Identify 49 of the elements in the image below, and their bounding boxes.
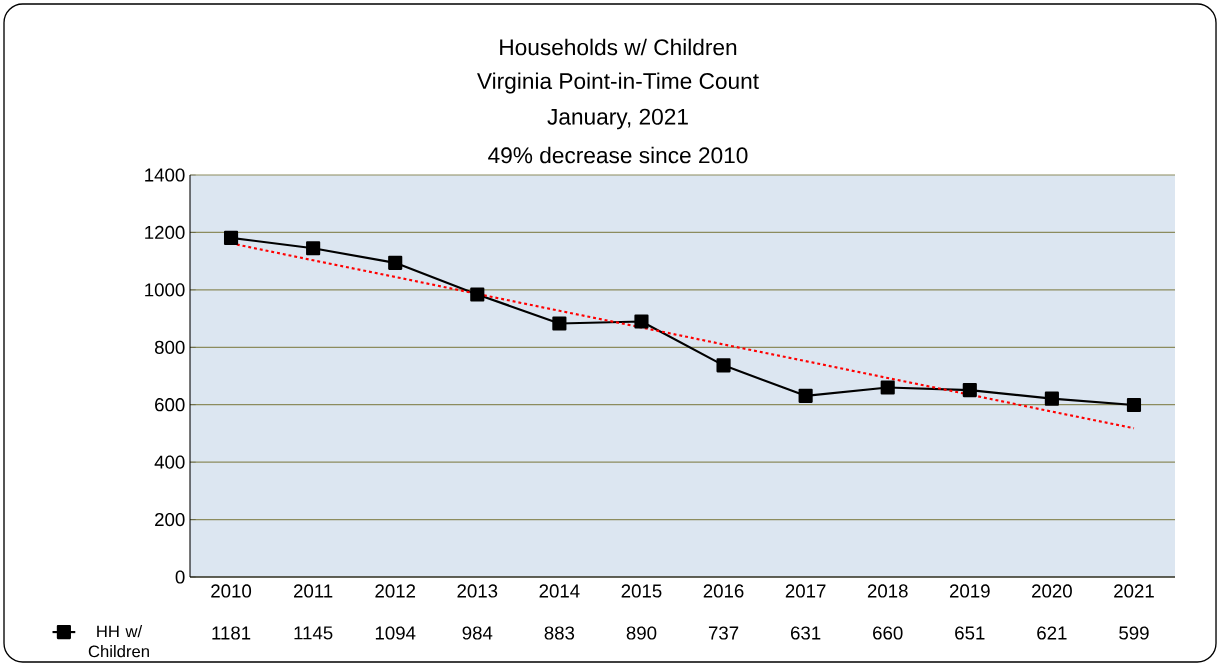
y-tick-label: 0 bbox=[175, 570, 185, 584]
x-tick-label: 2012 bbox=[375, 584, 416, 598]
data-label: 890 bbox=[626, 626, 657, 640]
y-tick-label: 600 bbox=[155, 398, 185, 412]
point bbox=[962, 383, 977, 398]
data-label: 1181 bbox=[212, 626, 251, 640]
point bbox=[1126, 397, 1142, 413]
y-tick-label: 800 bbox=[154, 340, 185, 354]
point bbox=[716, 358, 731, 373]
text: 49% decrease since 2010 bbox=[488, 146, 748, 164]
x-tick-label: 2021 bbox=[1114, 584, 1154, 598]
x-tick-label: 2017 bbox=[785, 584, 826, 598]
chart-title: Households w/ Children bbox=[500, 38, 737, 56]
data-label: 984 bbox=[462, 626, 493, 640]
point bbox=[798, 388, 813, 403]
point bbox=[470, 287, 485, 302]
data-label: 737 bbox=[708, 626, 739, 640]
x-tick-label: 2011 bbox=[294, 584, 333, 598]
legend-label: HH w/ Children bbox=[88, 625, 149, 658]
point bbox=[880, 380, 895, 395]
x-tick-label: 2010 bbox=[211, 584, 252, 598]
data-label: 599 bbox=[1119, 626, 1149, 640]
x-tick-label: 2018 bbox=[867, 584, 908, 598]
data-label: 651 bbox=[955, 626, 985, 640]
data-label: 660 bbox=[873, 626, 903, 640]
point bbox=[223, 230, 239, 245]
y-tick-label: 1000 bbox=[145, 283, 185, 297]
data-label: 1094 bbox=[375, 626, 416, 640]
data-label: 1145 bbox=[294, 626, 333, 640]
y-tick-label: 1200 bbox=[145, 225, 185, 240]
x-tick-label: 2015 bbox=[621, 584, 662, 598]
data-label: 631 bbox=[791, 626, 821, 640]
data-label: 883 bbox=[544, 626, 575, 640]
y-tick-label: 1400 bbox=[145, 168, 185, 182]
text: January, 2021 bbox=[547, 108, 688, 130]
y-tick-label: 200 bbox=[155, 512, 185, 527]
y-tick-label: 400 bbox=[154, 455, 185, 469]
x-tick-label: 2016 bbox=[703, 584, 744, 598]
point bbox=[1044, 391, 1059, 406]
x-tick-label: 2019 bbox=[949, 584, 990, 598]
x-tick-label: 2013 bbox=[457, 584, 498, 598]
data-label: 621 bbox=[1037, 626, 1067, 640]
x-tick-label: 2014 bbox=[539, 584, 580, 598]
point bbox=[634, 314, 649, 329]
point bbox=[552, 316, 567, 331]
x-tick-label: 2020 bbox=[1032, 584, 1072, 598]
point bbox=[388, 255, 403, 270]
point bbox=[306, 241, 321, 256]
chart-subtitle: Virginia Point-in-Time Count bbox=[477, 72, 759, 94]
